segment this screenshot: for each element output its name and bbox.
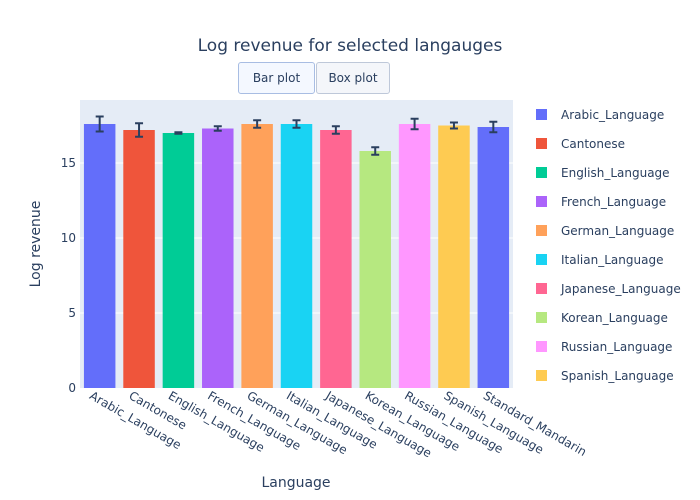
bar-Spanish_Language [438,125,470,388]
legend-swatch [536,138,547,149]
legend-swatch [536,370,547,381]
legend-item-label: Spanish_Language [561,369,674,383]
legend-swatch [536,109,547,120]
bar-Korean_Language [359,151,391,388]
legend-swatch [536,167,547,178]
legend-item-label: Korean_Language [561,311,668,325]
legend-swatch [536,254,547,265]
bar-Russian_Language [398,124,431,388]
legend-item-label: Italian_Language [561,253,663,267]
legend-item-label: German_Language [561,224,674,238]
legend-item-label: Arabic_Language [561,108,664,122]
y-tick-label: 15 [61,156,76,170]
y-tick-label: 10 [61,231,76,245]
legend-swatch [536,283,547,294]
bar-Cantonese [123,130,155,388]
y-axis-title: Log revenue [28,201,44,288]
legend-swatch [536,196,547,207]
legend-swatch [536,312,547,323]
y-tick-label: 5 [68,306,76,320]
bar-German_Language [241,124,273,388]
bar-plot-button[interactable]: Bar plot [238,62,315,94]
legend-item-label: Cantonese [561,137,625,151]
bar-Arabic_Language [83,124,116,388]
legend-swatch [536,341,547,352]
legend-item-label: Japanese_Language [560,282,681,296]
legend-item-label: English_Language [561,166,670,180]
y-tick-label: 0 [68,381,76,395]
legend: Arabic_Language Cantonese English_Language… [536,108,681,383]
legend-swatch [536,225,547,236]
bar-French_Language [202,128,234,388]
bar-Standard_Mandarin [477,127,510,388]
bar-Japanese_Language [320,130,352,388]
bar-English_Language [162,133,195,388]
x-axis-title: Language [261,475,330,491]
bar-Italian_Language [280,124,313,388]
legend-item-label: Russian_Language [561,340,672,354]
box-plot-button[interactable]: Box plot [316,62,390,94]
chart-title: Log revenue for selected langauges [198,36,503,56]
legend-item-label: French_Language [561,195,666,209]
